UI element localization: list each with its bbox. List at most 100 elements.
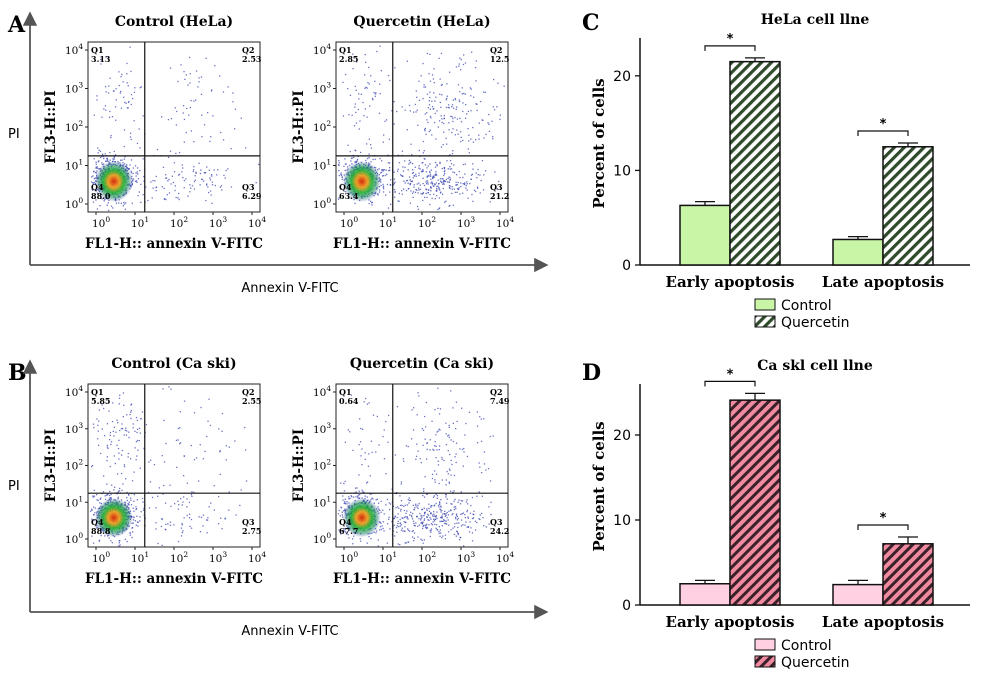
flow-event-dot — [483, 463, 486, 465]
flow-event-dot — [448, 104, 450, 106]
flow-event-dot — [348, 496, 350, 498]
flow-event-dot — [427, 192, 429, 194]
flow-event-dot — [458, 499, 460, 501]
flow-event-dot — [363, 115, 365, 117]
flow-event-dot — [385, 169, 387, 171]
flow-event-dot — [479, 174, 481, 176]
flow-event-dot — [185, 74, 187, 76]
flow-event-dot — [462, 465, 464, 467]
flow-event-dot — [411, 536, 414, 538]
panel-letter-d: D — [582, 360, 601, 386]
flow-event-dot — [93, 183, 95, 185]
flow-event-dot — [135, 508, 138, 510]
legend-label: Quercetin — [781, 315, 850, 331]
flow-event-dot — [420, 518, 422, 520]
flow-event-dot — [428, 507, 430, 510]
flow-event-dot — [439, 508, 441, 510]
flow-event-dot — [193, 491, 195, 493]
flow-event-dot — [444, 520, 446, 522]
flow-event-dot — [155, 190, 157, 192]
bar-control-0 — [679, 583, 731, 606]
flow-event-dot — [105, 109, 107, 111]
flow-event-dot — [440, 106, 442, 108]
flow-event-dot — [108, 537, 110, 539]
flow-event-dot — [442, 187, 444, 190]
flow-event-dot — [468, 152, 470, 154]
flow-event-dot — [162, 166, 165, 168]
flow-event-dot — [142, 115, 144, 117]
flow-event-dot — [113, 157, 115, 159]
flow-event-dot — [351, 114, 353, 116]
flow-event-dot — [96, 99, 98, 101]
flow-event-dot — [442, 178, 444, 180]
flow-event-dot — [409, 202, 412, 204]
flow-event-dot — [207, 420, 209, 422]
flow-event-dot — [393, 171, 395, 173]
flow-event-dot — [98, 420, 100, 422]
flow-event-dot — [460, 185, 462, 188]
flow-event-dot — [365, 61, 367, 63]
flow-event-dot — [358, 474, 360, 476]
flow-event-dot — [438, 501, 441, 503]
flow-event-dot — [361, 489, 363, 491]
flow-event-dot — [170, 118, 173, 120]
flow-event-dot — [438, 526, 440, 528]
flow-event-dot — [431, 524, 434, 526]
flow-event-dot — [189, 191, 191, 193]
flow-event-dot — [188, 517, 191, 519]
flow-event-dot — [145, 423, 148, 426]
flow-event-dot — [186, 482, 188, 484]
flow-event-dot — [424, 513, 426, 515]
flow-event-dot — [109, 439, 111, 441]
flow-event-dot — [142, 194, 144, 196]
flow-event-dot — [475, 60, 477, 62]
flow-event-dot — [462, 176, 464, 179]
bar-chart-title: HeLa cell llne — [761, 12, 870, 28]
flow-event-dot — [195, 70, 198, 72]
row-a-y-label: PI — [8, 127, 20, 142]
flow-event-dot — [370, 499, 372, 501]
flow-event-dot — [481, 495, 483, 497]
flow-event-dot — [476, 103, 478, 105]
flow-event-dot — [414, 166, 416, 168]
flow-event-dot — [357, 108, 359, 111]
flow-event-dot — [471, 496, 474, 499]
significance-marker: * — [727, 32, 734, 47]
flow-event-dot — [475, 139, 477, 141]
flow-event-dot — [228, 491, 230, 493]
flow-event-dot — [212, 115, 214, 117]
flow-event-dot — [422, 98, 424, 100]
flow-event-dot — [189, 525, 191, 527]
flow-y-axis-label: FL3-H::PI — [291, 90, 307, 163]
flow-event-dot — [480, 100, 482, 103]
flow-event-dot — [360, 151, 362, 154]
flow-event-dot — [93, 426, 95, 429]
flow-event-dot — [189, 56, 191, 59]
flow-event-dot — [431, 106, 434, 108]
flow-event-dot — [224, 177, 226, 179]
flow-event-dot — [362, 101, 364, 104]
flow-event-dot — [492, 138, 494, 140]
flow-event-dot — [485, 133, 487, 136]
flow-event-dot — [448, 181, 450, 183]
flow-event-dot — [465, 422, 467, 425]
flow-event-dot — [409, 110, 411, 112]
panel-letter-b: B — [8, 360, 27, 386]
flow-event-dot — [155, 175, 157, 178]
flow-event-dot — [104, 105, 107, 107]
flow-event-dot — [436, 165, 438, 167]
flow-event-dot — [441, 177, 443, 180]
flow-event-dot — [427, 189, 429, 191]
bar-control-0 — [679, 204, 731, 266]
quadrant-label-q4: Q4 — [339, 182, 352, 192]
flow-event-dot — [340, 482, 342, 484]
flow-event-dot — [387, 154, 389, 156]
flow-event-dot — [442, 513, 444, 515]
flow-event-dot — [105, 56, 107, 58]
flow-event-dot — [228, 509, 230, 511]
flow-event-dot — [416, 109, 418, 111]
flow-event-dot — [405, 521, 407, 523]
flow-event-dot — [390, 179, 392, 181]
flow-event-dot — [359, 441, 362, 443]
flow-event-dot — [435, 527, 437, 529]
